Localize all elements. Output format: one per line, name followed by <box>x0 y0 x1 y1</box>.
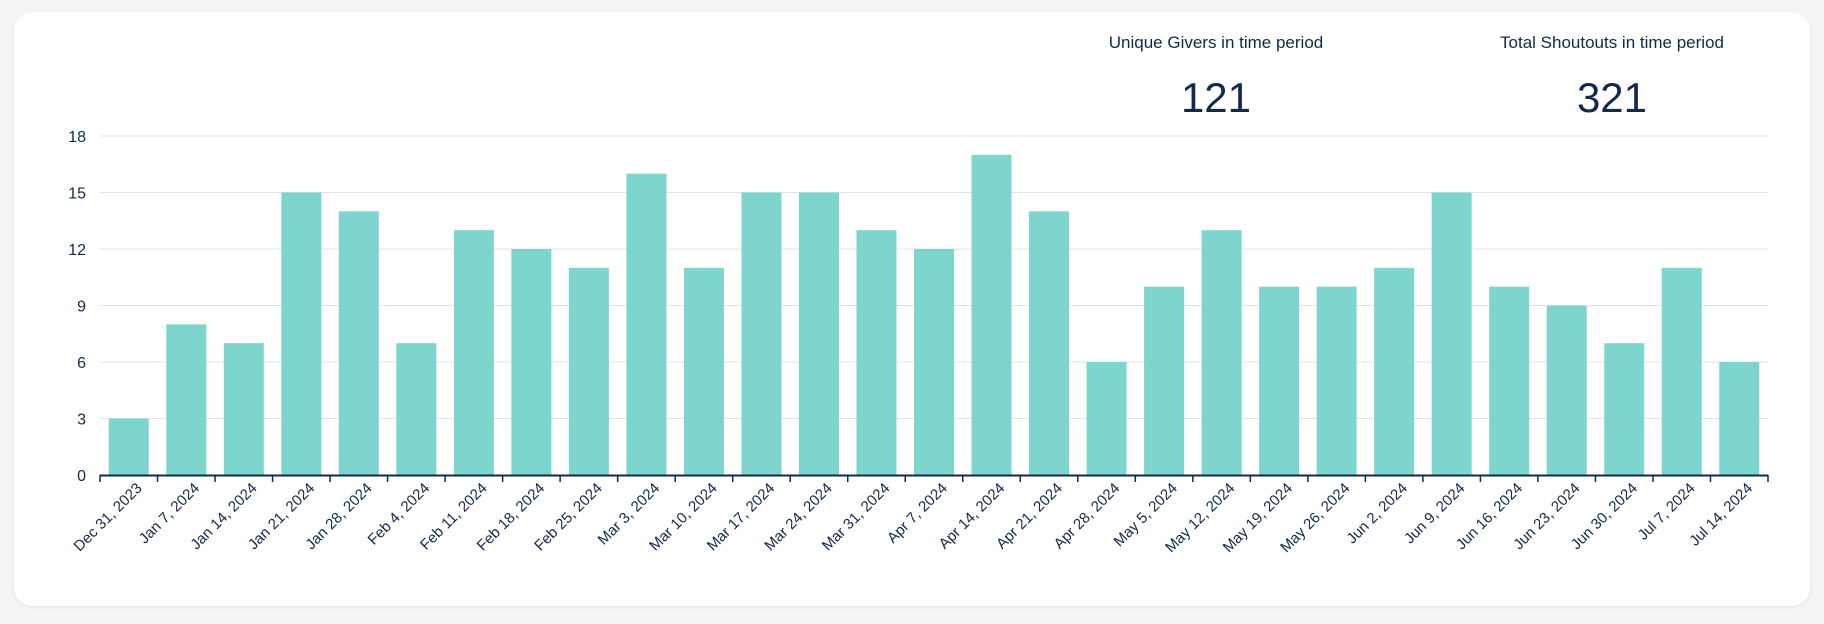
bar <box>1431 192 1472 475</box>
unique-givers-value: 121 <box>1180 74 1252 121</box>
y-tick-label: 3 <box>77 412 86 429</box>
bar <box>281 192 322 475</box>
bar <box>1201 230 1242 475</box>
bar <box>798 192 839 475</box>
bar <box>1374 267 1415 475</box>
unique-givers-label: Unique Givers in time period <box>1108 33 1324 52</box>
bar <box>108 418 149 475</box>
bar <box>453 230 494 475</box>
bar <box>1546 305 1587 475</box>
bar <box>568 267 609 475</box>
y-tick-label: 6 <box>77 355 86 372</box>
bar <box>1489 286 1530 475</box>
bar <box>914 249 954 475</box>
bar <box>971 154 1012 476</box>
total-shoutouts-value: 321 <box>1576 74 1648 121</box>
bar <box>1029 211 1070 476</box>
bar <box>1604 343 1645 475</box>
bar <box>683 267 724 475</box>
x-tick-label: Dec 31, 2023 <box>70 480 145 555</box>
bar <box>396 343 437 475</box>
bar <box>166 324 207 475</box>
total-shoutouts-stat: Total Shoutouts in time period 321 <box>1452 32 1772 122</box>
bar <box>1144 286 1185 475</box>
bar <box>1661 267 1702 475</box>
bar <box>511 249 552 475</box>
y-tick-label: 12 <box>68 242 86 259</box>
bar <box>856 230 897 475</box>
y-tick-label: 15 <box>68 186 86 203</box>
bar <box>1086 362 1127 475</box>
bar <box>1259 286 1300 475</box>
bar <box>1719 362 1760 475</box>
total-shoutouts-label: Total Shoutouts in time period <box>1500 33 1724 52</box>
bar <box>741 192 782 475</box>
bar <box>223 343 264 475</box>
y-tick-label: 9 <box>77 299 86 316</box>
bar <box>1316 286 1357 475</box>
y-tick-label: 18 <box>68 129 86 146</box>
bar <box>626 173 667 475</box>
x-tick-label: Jun 2, 2024 <box>1344 480 1411 547</box>
unique-givers-stat: Unique Givers in time period 121 <box>1056 32 1376 122</box>
bar <box>338 211 379 476</box>
y-tick-label: 0 <box>77 468 86 485</box>
